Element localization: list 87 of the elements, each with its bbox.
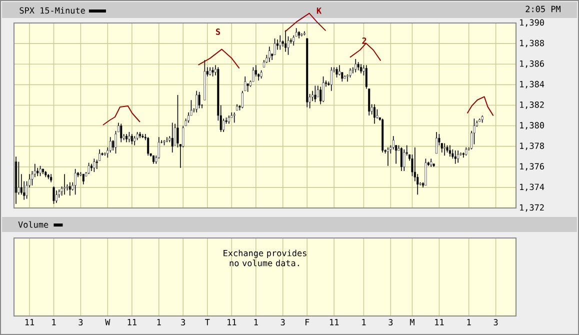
candlestick [322, 76, 324, 103]
candlestick [292, 34, 295, 46]
text: Exchange provides no volume data. [224, 250, 306, 266]
candlestick [284, 30, 287, 52]
candlestick [196, 90, 198, 113]
candlestick [198, 91, 200, 109]
category-label: M [410, 319, 414, 326]
candlestick [64, 174, 66, 196]
candlestick [74, 168, 76, 196]
category-label: F [306, 319, 310, 326]
candlestick [330, 66, 332, 92]
category-label: 1 [467, 319, 471, 326]
candlestick [120, 123, 122, 143]
candlestick [303, 30, 306, 36]
category-label: 11 [435, 319, 444, 326]
candlestick [241, 90, 244, 109]
category-label: W [105, 319, 110, 326]
legend-label: SPX 15-Minute [20, 7, 85, 14]
candlestick [386, 146, 389, 166]
annotation: 2 [362, 38, 366, 44]
candlestick [82, 174, 84, 185]
candlestick [93, 158, 96, 172]
text: Volume [18, 221, 48, 228]
candlestick [314, 85, 316, 103]
candlestick [373, 104, 376, 124]
y-tick-label: 1,378 [520, 142, 544, 150]
candlestick [130, 134, 133, 145]
text: 2:05 PM [526, 6, 560, 12]
y-tick-label: 1,374 [520, 184, 544, 192]
category-label: 3 [78, 319, 83, 326]
candlestick [52, 186, 55, 204]
candlestick [279, 34, 282, 50]
candlestick [392, 136, 394, 150]
candlestick [338, 64, 340, 76]
text: K [316, 8, 322, 14]
candlestick [268, 46, 270, 62]
category-label: T [205, 319, 210, 326]
category-label: 11 [25, 319, 34, 326]
candlestick [128, 132, 130, 143]
candlestick [400, 146, 402, 172]
category-label: 3 [280, 319, 285, 326]
candlestick [88, 162, 90, 174]
y-tick-label: 1,384 [520, 80, 544, 88]
candlestick [68, 182, 71, 196]
category-label: 11 [330, 319, 339, 326]
candlestick [360, 64, 362, 74]
candlestick [349, 68, 352, 78]
category-label: 1 [52, 319, 56, 326]
category-label: 11 [228, 319, 236, 326]
candlestick [354, 58, 357, 73]
y-tick-label: 1,372 [520, 204, 544, 212]
candlestick [320, 86, 322, 105]
y-tick-label: 1,382 [520, 101, 544, 109]
category-label: 3 [388, 319, 393, 326]
y-tick-label: 1,388 [520, 40, 544, 48]
candlestick [39, 165, 42, 177]
y-tick-label: 1,390 [520, 19, 544, 27]
category-label: 1 [362, 319, 366, 326]
candlestick [274, 38, 276, 56]
candlestick [171, 122, 174, 153]
category-label: 1 [157, 319, 161, 326]
y-tick-label: 1,380 [520, 122, 544, 130]
y-tick-label: 1,386 [520, 60, 544, 68]
candlestick [244, 76, 246, 92]
candlestick [55, 190, 58, 204]
category-label: 3 [494, 319, 498, 326]
candlestick [188, 112, 190, 124]
candlestick [454, 150, 456, 164]
candlestick [424, 158, 427, 186]
candlestick [147, 136, 150, 156]
candlestick [212, 66, 214, 77]
candlestick [448, 144, 451, 158]
candlestick [336, 66, 338, 78]
candlestick [376, 108, 378, 119]
candlestick [403, 149, 406, 172]
candlestick [435, 132, 438, 154]
annotation: S [216, 28, 220, 35]
candlestick [134, 136, 136, 146]
candlestick [18, 161, 20, 196]
candlestick [176, 94, 179, 148]
candlestick [457, 150, 460, 164]
candlestick [444, 142, 446, 156]
category-label: 3 [181, 319, 186, 326]
category-label: 11 [128, 319, 136, 326]
y-tick-label: 1,376 [520, 163, 544, 171]
candlestick [233, 112, 236, 124]
category-label: 1 [254, 319, 258, 326]
